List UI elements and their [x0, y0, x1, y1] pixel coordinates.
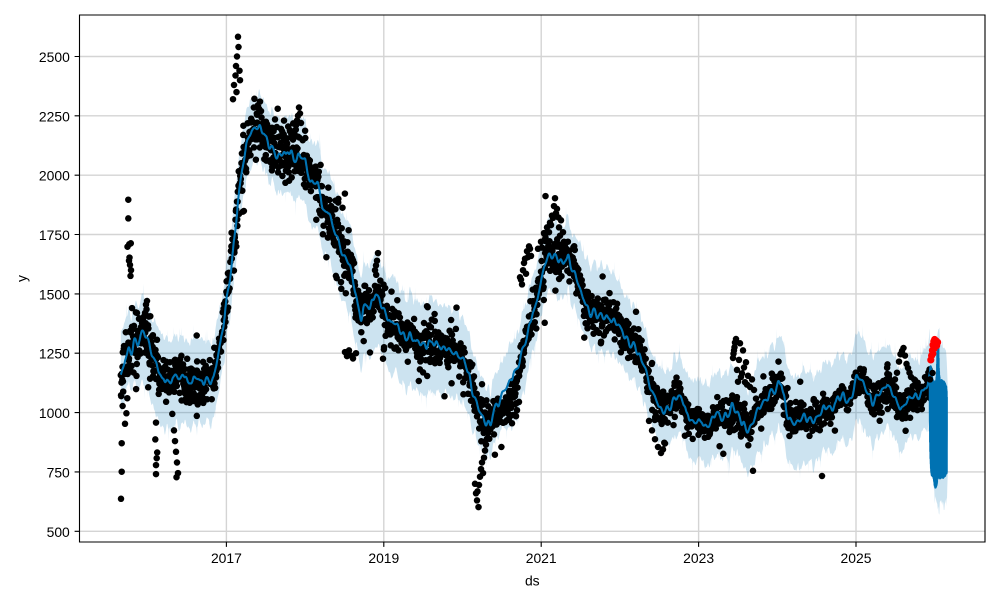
svg-text:1000: 1000: [39, 405, 70, 421]
svg-text:750: 750: [47, 464, 70, 480]
svg-text:2023: 2023: [683, 550, 714, 566]
svg-text:1750: 1750: [39, 227, 70, 243]
svg-text:2025: 2025: [841, 550, 872, 566]
svg-text:ds: ds: [525, 573, 540, 589]
svg-text:2500: 2500: [39, 49, 70, 65]
svg-text:2000: 2000: [39, 168, 70, 184]
svg-text:2017: 2017: [211, 550, 242, 566]
svg-text:2250: 2250: [39, 108, 70, 124]
svg-text:2021: 2021: [526, 550, 557, 566]
svg-text:1500: 1500: [39, 286, 70, 302]
svg-text:500: 500: [47, 524, 70, 540]
svg-text:2019: 2019: [368, 550, 399, 566]
svg-text:1250: 1250: [39, 346, 70, 362]
svg-text:y: y: [14, 275, 30, 282]
